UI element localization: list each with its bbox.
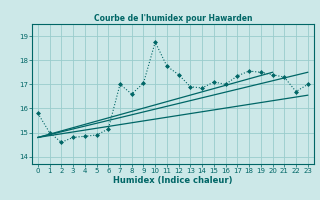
X-axis label: Humidex (Indice chaleur): Humidex (Indice chaleur) [113, 176, 233, 185]
Title: Courbe de l'humidex pour Hawarden: Courbe de l'humidex pour Hawarden [93, 14, 252, 23]
